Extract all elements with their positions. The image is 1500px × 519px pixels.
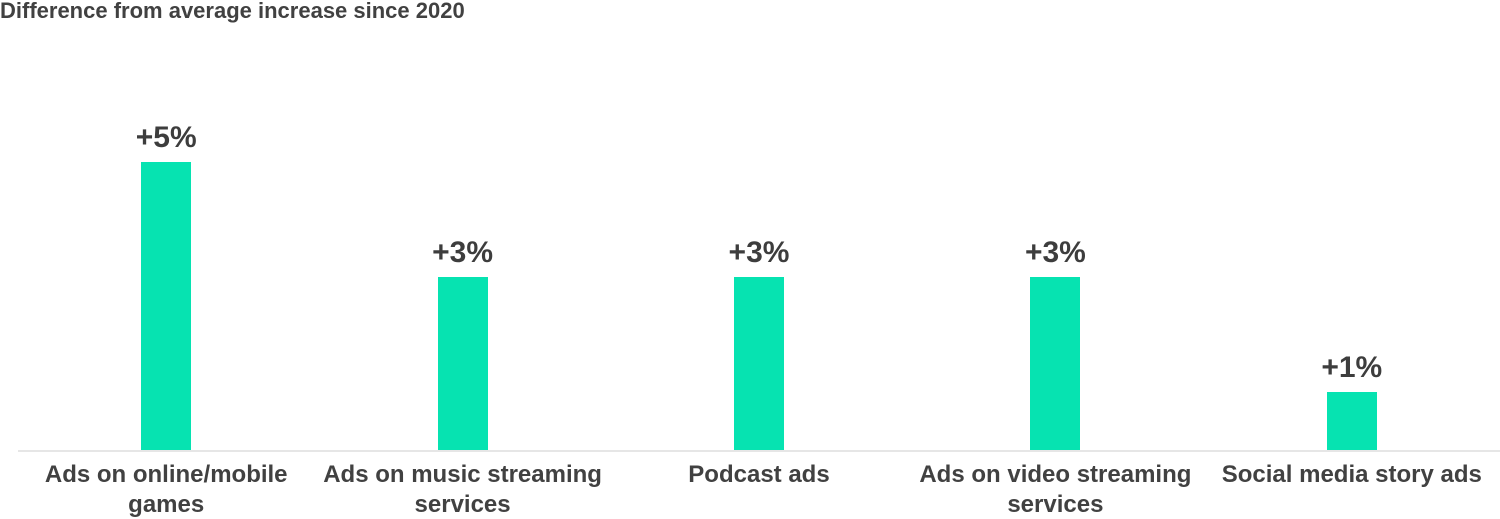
bar-category-label: Social media story ads	[1221, 461, 1482, 488]
bar-category-label: Ads on online/mobile games	[44, 461, 288, 518]
bar-value-label: +5%	[135, 121, 197, 154]
bar-value-label: +3%	[728, 236, 790, 270]
plot-area: +5% Ads on online/mobile games +3% Ads on m…	[18, 0, 1500, 519]
bar-value-label: +1%	[1321, 351, 1383, 385]
bar	[141, 162, 192, 450]
bar-category-label: Ads on music streaming services	[323, 461, 602, 518]
bar-value-label: +3%	[432, 236, 494, 270]
bar	[733, 277, 784, 450]
bar-value-label: +3%	[1024, 236, 1086, 270]
bar	[437, 277, 488, 450]
bar	[1326, 392, 1377, 450]
bar-category-label: Podcast ads	[688, 461, 830, 488]
bar-column: +5% Ads on online/mobile games	[18, 0, 314, 519]
chart-title: Difference from average increase since 2…	[0, 0, 465, 23]
x-axis-line	[18, 450, 1500, 452]
bar	[1030, 277, 1081, 450]
bar-column: +3% Podcast ads	[611, 0, 907, 519]
bar-column: +3% Ads on video streaming services	[907, 0, 1203, 519]
bar-column: +3% Ads on music streaming services	[314, 0, 610, 519]
bar-column: +1% Social media story ads	[1204, 0, 1500, 519]
bar-category-label: Ads on video streaming services	[919, 461, 1192, 518]
